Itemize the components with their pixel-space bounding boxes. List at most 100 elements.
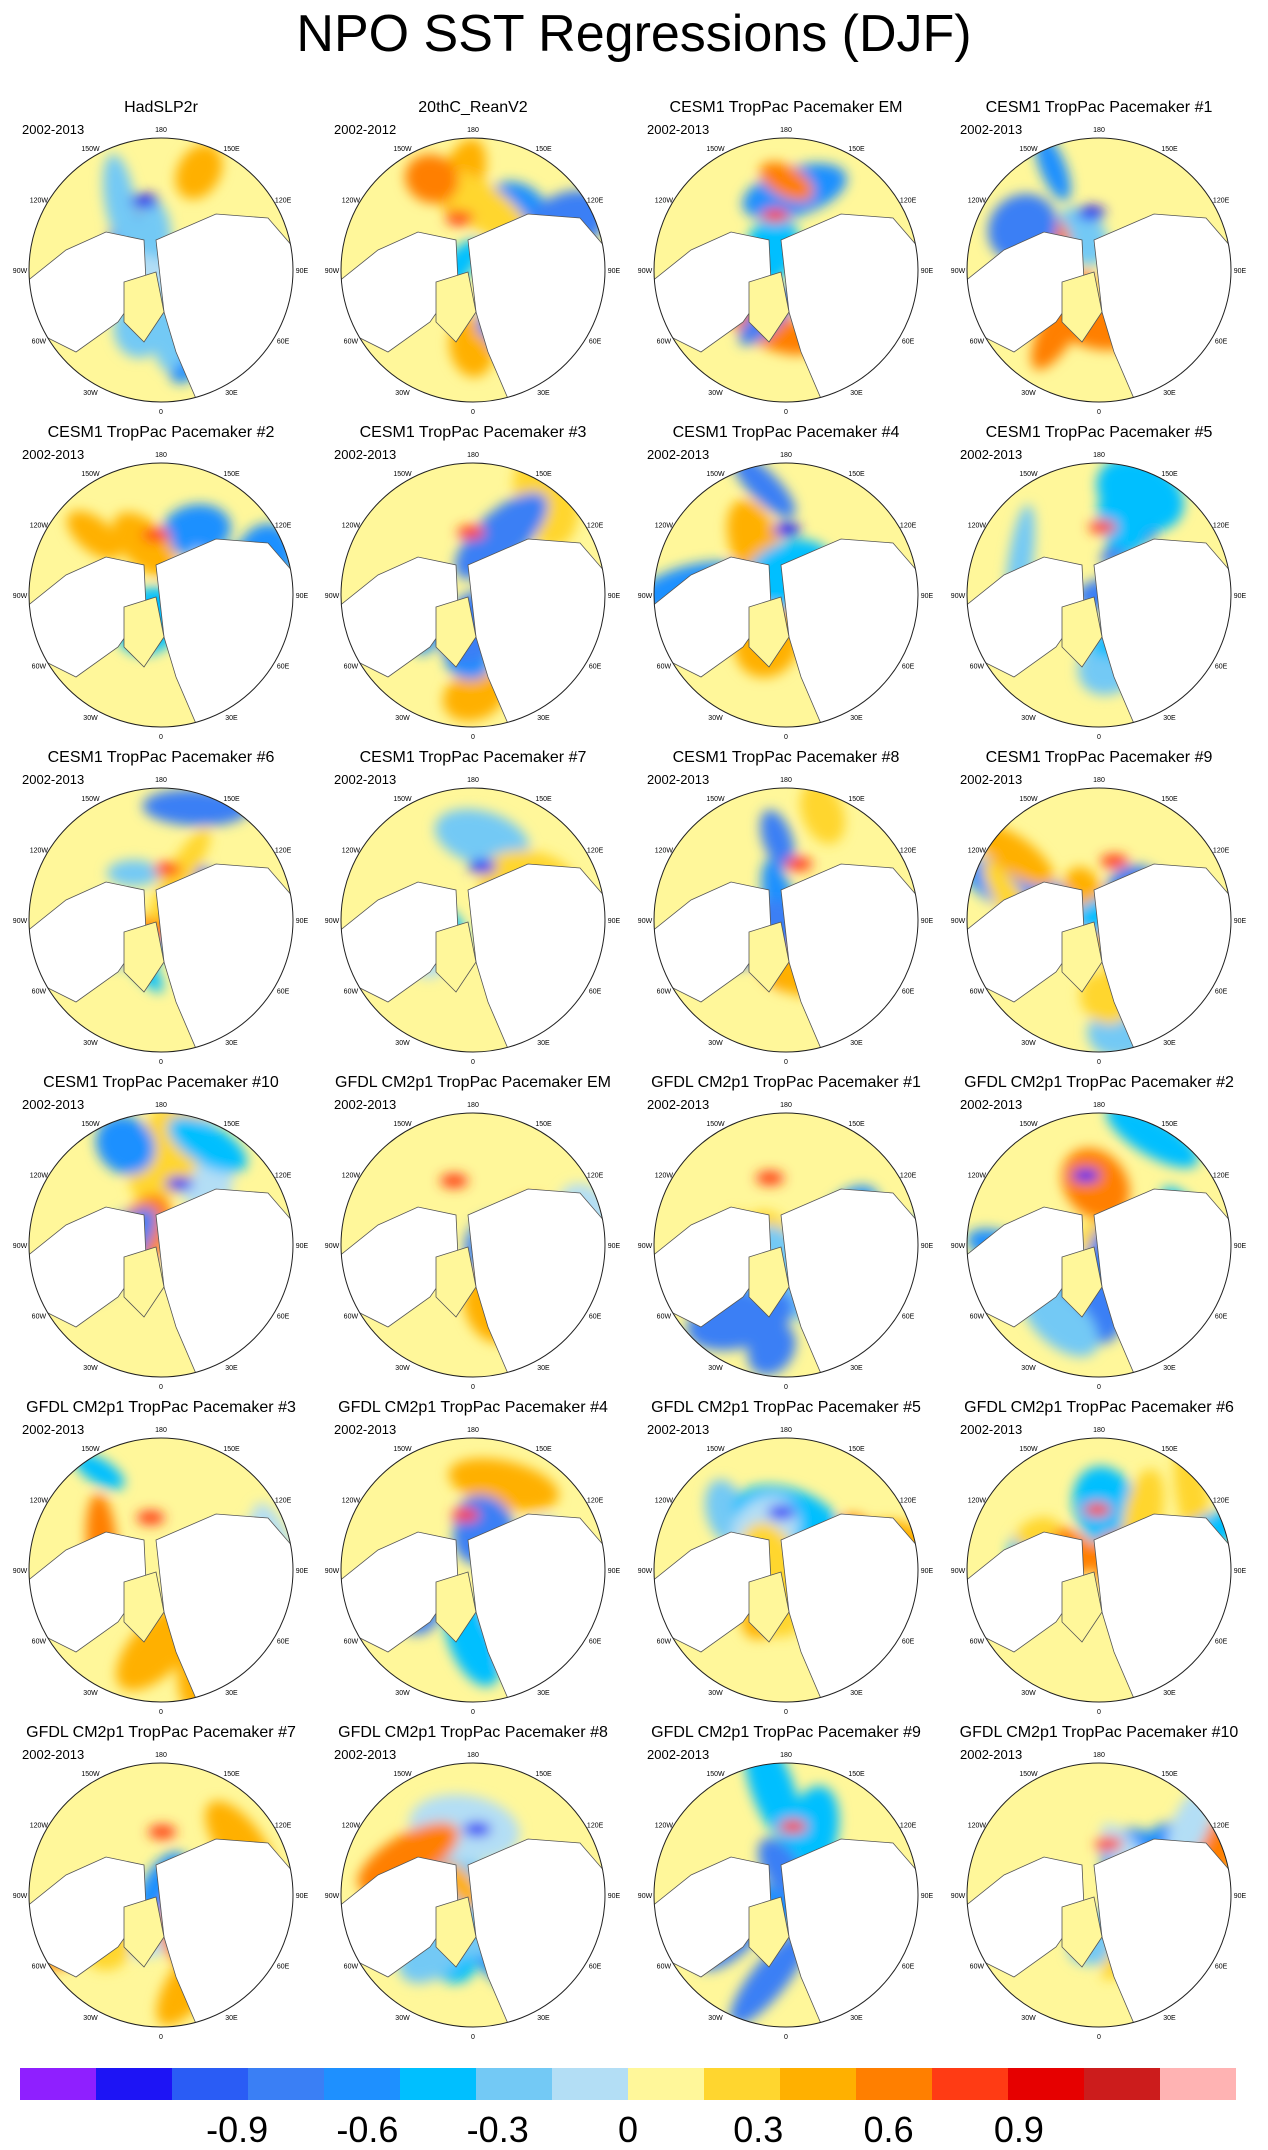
period-label: 2002-2013: [647, 1747, 709, 1762]
period-label: 2002-2013: [647, 122, 709, 137]
longitude-label: 180: [467, 1102, 479, 1109]
colorbar-tick-label: -0.6: [336, 2109, 399, 2150]
panel-title: GFDL CM2p1 TropPac Pacemaker #1: [651, 1074, 921, 1091]
longitude-label: 60W: [970, 1639, 985, 1646]
longitude-label: 0: [159, 409, 163, 416]
longitude-label: 60W: [970, 664, 985, 671]
longitude-label: 120W: [968, 523, 987, 530]
longitude-label: 0: [159, 1709, 163, 1716]
sst-anomaly-peak: [148, 1824, 177, 1839]
map-panel: GFDL CM2p1 TropPac Pacemaker #1 2002-2013…: [631, 1073, 941, 1393]
colorbar-swatch: [20, 2068, 96, 2100]
longitude-label: 120E: [1213, 1173, 1230, 1180]
polar-map: 2002-2013 180 150E 120E 90E 60E 30E 0 30W 60W 90W 1…: [638, 122, 934, 416]
longitude-label: 90W: [951, 268, 966, 275]
colorbar-tick-label: 0.9: [993, 2109, 1044, 2150]
colorbar-swatches: [20, 2068, 1236, 2100]
longitude-label: 180: [780, 1752, 792, 1759]
longitude-label: 180: [780, 127, 792, 134]
longitude-label: 150E: [535, 1121, 552, 1128]
longitude-label: 60E: [1215, 1314, 1228, 1321]
longitude-label: 150W: [1019, 1771, 1038, 1778]
polar-map: 2002-2013 180 150E 120E 90E 60E 30E 0 30W 60W 90W 1…: [325, 1097, 621, 1391]
map-panel: CESM1 TropPac Pacemaker #2 2002-2013 180 15…: [6, 423, 316, 743]
polar-map: 2002-2013 180 150E 120E 90E 60E 30E 0 30W 60W 90W 1…: [325, 1422, 621, 1716]
panel-title: GFDL CM2p1 TropPac Pacemaker #8: [338, 1724, 608, 1741]
longitude-label: 180: [1093, 1752, 1105, 1759]
longitude-label: 30W: [1021, 715, 1036, 722]
period-label: 2002-2013: [22, 447, 84, 462]
polar-map: 2002-2013 180 150E 120E 90E 60E 30E 0 30W 60W 90W 1…: [951, 1097, 1247, 1391]
arctic-ocean: [748, 596, 790, 668]
longitude-label: 120E: [1213, 848, 1230, 855]
sst-anomaly-blob: [103, 154, 137, 247]
longitude-label: 150E: [535, 796, 552, 803]
map-border: [28, 462, 294, 728]
longitude-label: 180: [155, 127, 167, 134]
longitude-label: 30E: [225, 2015, 238, 2022]
longitude-label: 60W: [970, 989, 985, 996]
longitude-label: 180: [1093, 1427, 1105, 1434]
longitude-label: 180: [467, 127, 479, 134]
panel-title: CESM1 TropPac Pacemaker #2: [47, 424, 275, 441]
longitude-label: 90E: [296, 593, 309, 600]
longitude-label: 180: [780, 1102, 792, 1109]
period-label: 2002-2013: [22, 1422, 84, 1437]
longitude-label: 90W: [951, 1243, 966, 1250]
colorbar-swatch: [96, 2068, 172, 2100]
longitude-label: 120E: [275, 848, 292, 855]
longitude-label: 0: [1097, 1384, 1101, 1391]
map-border: [653, 787, 919, 1053]
map-panel: GFDL CM2p1 TropPac Pacemaker #4 2002-2013…: [318, 1398, 628, 1718]
polar-map: 2002-2013 180 150E 120E 90E 60E 30E 0 30W 60W 90W 1…: [638, 1097, 934, 1391]
panel-title: CESM1 TropPac Pacemaker #9: [985, 749, 1213, 766]
map-border: [653, 1437, 919, 1703]
sst-anomaly-blob: [760, 809, 795, 869]
polar-map: 2002-2013 180 150E 120E 90E 60E 30E 0 30W 60W 90W 1…: [13, 1097, 309, 1391]
longitude-label: 0: [1097, 1059, 1101, 1066]
longitude-label: 120W: [968, 198, 987, 205]
longitude-label: 150E: [535, 471, 552, 478]
longitude-label: 30E: [1163, 1365, 1176, 1372]
longitude-label: 120W: [655, 1498, 674, 1505]
longitude-label: 30W: [395, 1040, 410, 1047]
longitude-label: 150E: [1161, 146, 1178, 153]
sst-anomaly-peak: [165, 1176, 194, 1191]
longitude-label: 150W: [81, 146, 100, 153]
longitude-label: 150E: [223, 471, 240, 478]
map-panel: CESM1 TropPac Pacemaker #4 2002-2013 180 15…: [631, 423, 941, 743]
longitude-label: 150E: [223, 1121, 240, 1128]
longitude-label: 120W: [342, 1823, 361, 1830]
map-panel: GFDL CM2p1 TropPac Pacemaker #2 2002-2013…: [944, 1073, 1254, 1393]
longitude-label: 30E: [850, 1365, 863, 1372]
map-border: [966, 1112, 1232, 1378]
map-border: [28, 137, 294, 403]
map-panel: CESM1 TropPac Pacemaker #10 2002-2013 180 1…: [6, 1073, 316, 1393]
longitude-label: 150W: [706, 1771, 725, 1778]
arctic-ocean: [435, 1896, 477, 1968]
longitude-label: 0: [784, 409, 788, 416]
sst-anomaly-peak: [1088, 520, 1117, 535]
longitude-label: 30E: [225, 1365, 238, 1372]
colorbar: -0.9 -0.6 -0.3 0 0.3 0.6 0.9: [20, 2068, 1248, 2150]
colorbar-swatch: [172, 2068, 248, 2100]
longitude-label: 30E: [225, 715, 238, 722]
map-border: [340, 137, 606, 403]
longitude-label: 90W: [951, 1893, 966, 1900]
map-panel: GFDL CM2p1 TropPac Pacemaker #7 2002-2013…: [6, 1723, 316, 2043]
panel-title: GFDL CM2p1 TropPac Pacemaker #7: [26, 1724, 296, 1741]
arctic-ocean: [435, 921, 477, 993]
longitude-label: 120E: [587, 848, 604, 855]
figure-title: NPO SST Regressions (DJF): [296, 5, 972, 63]
sst-anomaly-blob: [454, 492, 548, 579]
longitude-label: 90W: [638, 268, 653, 275]
map-border: [653, 137, 919, 403]
longitude-label: 60E: [277, 664, 290, 671]
longitude-label: 120W: [342, 198, 361, 205]
longitude-label: 120W: [968, 1498, 987, 1505]
longitude-label: 120W: [342, 1498, 361, 1505]
longitude-label: 180: [467, 1752, 479, 1759]
longitude-label: 90E: [296, 918, 309, 925]
sst-anomaly-peak: [445, 211, 474, 226]
panel-title: GFDL CM2p1 TropPac Pacemaker EM: [335, 1074, 611, 1091]
